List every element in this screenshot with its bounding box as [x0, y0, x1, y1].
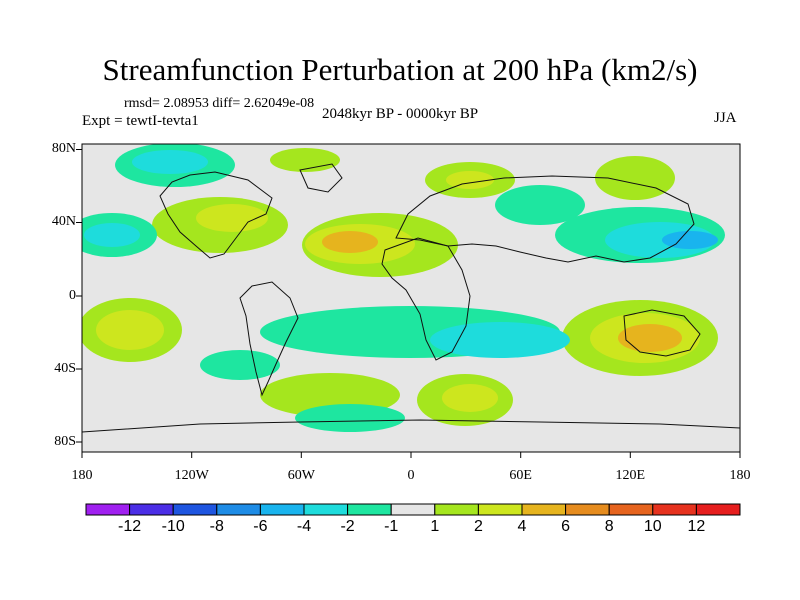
- colorbar-swatch: [85, 503, 131, 516]
- coastlines: [82, 163, 740, 433]
- colorbar-swatch: [608, 503, 654, 516]
- colorbar-swatch: [216, 503, 261, 516]
- colorbar-swatch: [695, 503, 741, 516]
- colorbar-label: 2: [473, 518, 483, 535]
- colorbar-swatch: [303, 503, 349, 516]
- lon-label-180e: 180: [729, 468, 751, 483]
- anomaly-negative-southern-ocean: [295, 404, 405, 432]
- coastline-eurasia: [395, 175, 695, 263]
- lat-label-40s: 40S: [54, 361, 76, 376]
- colorbar-swatch: [652, 503, 697, 516]
- colorbar-swatch: [390, 503, 436, 516]
- coastline-africa: [381, 237, 471, 361]
- lat-label-40n: 40N: [51, 214, 76, 229]
- anomaly-positive-north-atlantic-core: [322, 231, 378, 253]
- colorbar-label: -10: [161, 518, 185, 535]
- colorbar-label: -8: [209, 518, 224, 535]
- colorbar-swatch: [172, 503, 218, 516]
- lon-label-60w: 60W: [287, 468, 315, 483]
- lat-label-80n: 80N: [51, 141, 76, 156]
- anomaly-positive-north-america-inner: [196, 204, 268, 232]
- lon-label-60e: 60E: [509, 468, 532, 483]
- lon-label-120e: 120E: [615, 468, 646, 483]
- colorbar-label: -6: [253, 518, 268, 535]
- colorbar-label: 1: [430, 518, 440, 535]
- coastline-greenland: [299, 163, 343, 193]
- anomaly-positive-siberia: [595, 156, 675, 200]
- coastline-north-america: [159, 171, 273, 259]
- coastline-antarctica: [82, 419, 740, 433]
- colorbar-label: 4: [517, 518, 527, 535]
- lat-label-80s: 80S: [54, 434, 76, 449]
- lat-label-0: 0: [69, 288, 76, 303]
- coastline-australia: [623, 309, 701, 357]
- colorbar-swatch: [477, 503, 523, 516]
- anomaly-negative-north-pacific-inner: [84, 223, 140, 247]
- lon-label-120w: 120W: [174, 468, 209, 483]
- lon-label-0: 0: [407, 468, 415, 483]
- colorbar-label: 8: [604, 518, 614, 535]
- anomaly-negative-east-asia-core: [662, 231, 718, 249]
- anomaly-positive-australia-core: [618, 324, 682, 352]
- colorbar-label: -4: [296, 518, 312, 535]
- axis-ticks: [76, 149, 741, 458]
- experiment-label: Expt = tewtI-tevta1: [82, 113, 199, 129]
- streamfunction-field: [82, 144, 725, 432]
- anomaly-negative-arctic-west-inner: [132, 150, 208, 174]
- colorbar-swatch: [521, 503, 567, 516]
- period-label: 2048kyr BP - 0000kyr BP: [322, 106, 479, 122]
- colorbar-label: -1: [384, 518, 399, 535]
- lon-label-180w: 180: [71, 468, 93, 483]
- colorbar-label: 12: [687, 518, 706, 535]
- anomaly-positive-east-pacific-inner: [96, 310, 164, 350]
- anomaly-positive-south-atlantic-inner: [442, 384, 498, 412]
- colorbar-label: -2: [340, 518, 355, 535]
- colorbar-label: -12: [118, 518, 142, 535]
- colorbar-label: 10: [643, 518, 662, 535]
- colorbar-swatch: [259, 503, 305, 516]
- colorbar-swatch: [434, 503, 479, 516]
- colorbar: [85, 503, 741, 516]
- colorbar-swatch: [129, 503, 174, 516]
- anomaly-positive-greenland: [270, 148, 340, 172]
- stats-text: rmsd= 2.08953 diff= 2.62049e-08: [124, 96, 315, 111]
- colorbar-swatch: [347, 503, 392, 516]
- plot-title: Streamfunction Perturbation at 200 hPa (…: [102, 52, 698, 87]
- anomaly-negative-central-asia: [495, 185, 585, 225]
- season-label: JJA: [714, 110, 737, 126]
- coastline-south-america: [239, 281, 299, 397]
- anomaly-positive-europe-inner: [446, 171, 494, 189]
- colorbar-label: 6: [561, 518, 571, 535]
- anomaly-negative-south-pacific: [200, 350, 280, 380]
- anomaly-negative-indian-ocean: [430, 322, 570, 358]
- colorbar-swatch: [565, 503, 610, 516]
